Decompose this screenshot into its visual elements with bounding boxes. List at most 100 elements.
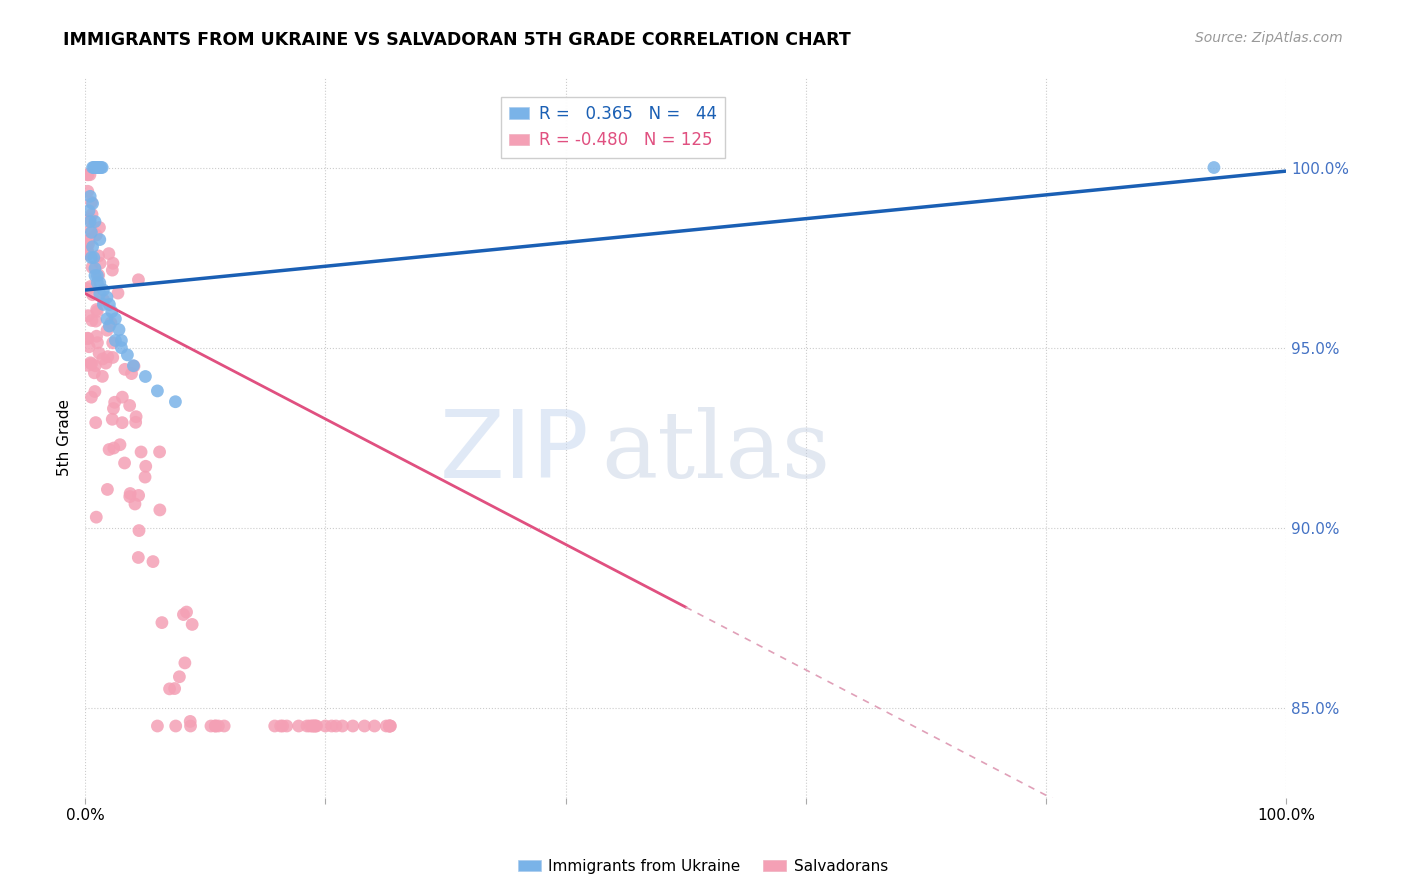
Point	[107, 286, 129, 301]
Point	[159, 681, 181, 696]
Point	[101, 263, 124, 277]
Point	[76, 359, 98, 373]
Point	[122, 359, 145, 374]
Point	[108, 438, 131, 452]
Point	[124, 497, 146, 511]
Point	[96, 290, 118, 304]
Point	[84, 161, 107, 175]
Point	[86, 276, 108, 290]
Point	[332, 719, 354, 733]
Text: ZIP: ZIP	[440, 406, 589, 498]
Point	[101, 256, 124, 270]
Point	[80, 260, 103, 275]
Point	[125, 409, 148, 424]
Point	[96, 483, 118, 497]
Point	[79, 356, 101, 370]
Point	[80, 357, 103, 371]
Point	[124, 415, 146, 429]
Point	[134, 369, 156, 384]
Point	[142, 555, 165, 569]
Point	[108, 323, 131, 337]
Point	[163, 681, 186, 696]
Point	[276, 719, 298, 733]
Point	[263, 719, 285, 733]
Point	[146, 719, 169, 733]
Point	[135, 459, 157, 474]
Point	[111, 390, 134, 404]
Point	[97, 246, 120, 260]
Point	[76, 244, 98, 259]
Point	[110, 334, 132, 348]
Point	[89, 276, 111, 290]
Point	[380, 719, 402, 733]
Point	[76, 184, 98, 198]
Point	[84, 359, 107, 373]
Point	[100, 316, 122, 330]
Point	[181, 617, 204, 632]
Point	[80, 390, 103, 404]
Point	[93, 293, 115, 307]
Point	[97, 350, 120, 364]
Point	[378, 719, 401, 733]
Point	[128, 524, 150, 538]
Point	[84, 510, 107, 524]
Point	[180, 719, 202, 733]
Y-axis label: 5th Grade: 5th Grade	[58, 400, 72, 476]
Point	[118, 399, 141, 413]
Point	[378, 719, 401, 733]
Point	[83, 251, 105, 265]
Point	[96, 311, 118, 326]
Point	[93, 283, 115, 297]
Point	[76, 331, 98, 345]
Point	[271, 719, 294, 733]
Point	[173, 656, 195, 670]
Point	[103, 401, 125, 416]
Point	[98, 319, 121, 334]
Point	[80, 251, 103, 265]
Point	[101, 351, 124, 365]
Point	[305, 719, 328, 733]
Point	[342, 719, 364, 733]
Point	[172, 607, 194, 622]
Point	[86, 268, 108, 283]
Point	[82, 161, 104, 175]
Point	[101, 304, 124, 318]
Point	[121, 367, 143, 381]
Point	[76, 235, 98, 249]
Point	[91, 351, 114, 366]
Point	[79, 214, 101, 228]
Point	[79, 211, 101, 226]
Point	[1202, 161, 1225, 175]
Point	[128, 488, 150, 502]
Point	[207, 719, 229, 733]
Point	[86, 302, 108, 317]
Point	[86, 329, 108, 343]
Point	[87, 249, 110, 263]
Point	[80, 226, 103, 240]
Point	[77, 203, 100, 218]
Point	[93, 297, 115, 311]
Point	[77, 309, 100, 323]
Point	[104, 334, 127, 348]
Point	[204, 719, 226, 733]
Point	[79, 279, 101, 293]
Legend: R =   0.365   N =   44, R = -0.480   N = 125: R = 0.365 N = 44, R = -0.480 N = 125	[501, 96, 725, 158]
Point	[87, 346, 110, 360]
Point	[82, 287, 104, 301]
Point	[122, 359, 145, 373]
Point	[301, 719, 323, 733]
Point	[87, 268, 110, 282]
Point	[76, 168, 98, 182]
Point	[212, 719, 235, 733]
Point	[101, 412, 124, 426]
Point	[295, 719, 318, 733]
Point	[80, 313, 103, 327]
Point	[86, 161, 108, 175]
Point	[127, 550, 149, 565]
Point	[94, 356, 117, 370]
Point	[84, 416, 107, 430]
Point	[114, 456, 136, 470]
Point	[83, 161, 105, 175]
Point	[96, 323, 118, 337]
Point	[89, 233, 111, 247]
